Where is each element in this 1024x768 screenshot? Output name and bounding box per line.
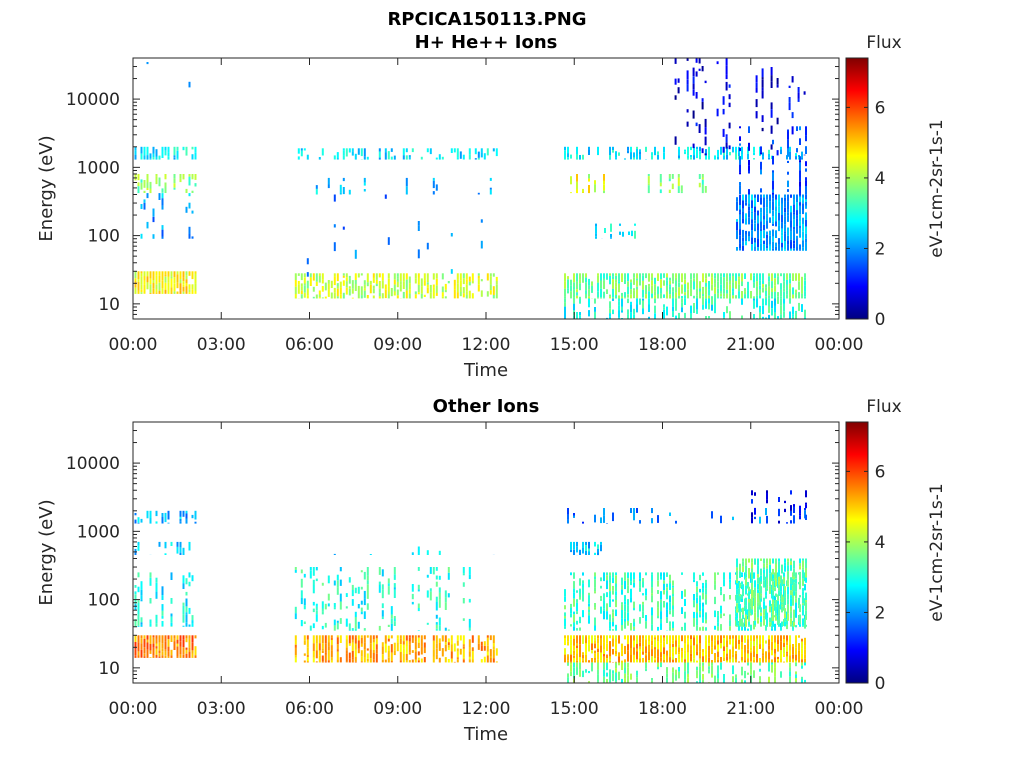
- flux-band: [315, 177, 492, 195]
- spectrogram-data: [134, 490, 807, 683]
- x-tick-label: 12:00: [462, 699, 511, 719]
- panel-title: H+ He++ Ions: [415, 32, 558, 53]
- flux-band: [146, 62, 191, 88]
- flux-band: [674, 58, 806, 156]
- x-tick-label: 15:00: [550, 335, 599, 355]
- flux-band: [736, 558, 807, 627]
- flux-band: [564, 635, 806, 663]
- colorbar-tick-label: 0: [875, 674, 886, 694]
- colorbar-tick-label: 6: [875, 98, 886, 118]
- panel-1: H+ He++ Ions 00:00 03:00 06:00 09:00 12:00 15:…: [36, 32, 947, 381]
- flux-band: [294, 273, 498, 299]
- y-tick-label: 10: [98, 295, 120, 315]
- colorbar-tick-label: 2: [875, 603, 886, 623]
- x-tick-label: 21:00: [726, 335, 775, 355]
- flux-band: [739, 126, 807, 195]
- x-tick-label: 00:00: [815, 335, 864, 355]
- flux-band: [564, 298, 806, 319]
- flux-band: [294, 635, 498, 663]
- flux-band: [647, 174, 707, 194]
- x-tick-label: 21:00: [726, 699, 775, 719]
- y-tick-label: 100: [88, 227, 120, 247]
- flux-band: [736, 194, 807, 251]
- colorbar-tick-label: 2: [875, 239, 886, 259]
- colorbar-tick-label: 4: [875, 533, 886, 553]
- x-tick-label: 06:00: [285, 335, 334, 355]
- flux-band: [134, 541, 191, 555]
- x-tick-label: 00:00: [109, 335, 158, 355]
- x-tick-label: 03:00: [197, 335, 246, 355]
- flux-band: [570, 174, 605, 194]
- y-tick-label: 10000: [66, 90, 120, 110]
- colorbar-label: eV-1cm-2sr-1s-1: [927, 483, 947, 621]
- colorbar: 0 2 4 6 Flux eV-1cm-2sr-1s-1: [845, 33, 947, 330]
- x-tick-label: 00:00: [815, 699, 864, 719]
- panel-2: Other Ions 00:00 03:00 06:00 09:00 12:00 15:00…: [36, 396, 947, 745]
- colorbar-tick-label: 4: [875, 169, 886, 189]
- flux-band: [570, 541, 602, 556]
- flux-band: [134, 635, 197, 658]
- flux-band: [306, 194, 483, 277]
- y-axis-label: Energy (eV): [36, 499, 57, 605]
- colorbar: 0 2 4 6 Flux eV-1cm-2sr-1s-1: [845, 397, 947, 694]
- flux-band: [134, 146, 197, 160]
- flux-band: [294, 567, 471, 631]
- colorbar-title: Flux: [866, 397, 901, 417]
- y-tick-label: 10: [98, 659, 120, 679]
- flux-band: [567, 508, 806, 524]
- flux-band: [140, 193, 194, 239]
- spectrogram-data: [134, 58, 807, 319]
- flux-band: [134, 174, 197, 194]
- flux-band: [134, 510, 197, 524]
- colorbar-scale: [845, 421, 869, 684]
- x-tick-label: 15:00: [550, 699, 599, 719]
- flux-band: [595, 223, 636, 239]
- colorbar-scale: [845, 57, 869, 320]
- flux-band: [567, 662, 806, 683]
- flux-band: [564, 273, 806, 299]
- figure-title: RPCICA150113.PNG: [387, 9, 586, 30]
- y-tick-label: 1000: [77, 158, 120, 178]
- colorbar-label: eV-1cm-2sr-1s-1: [927, 119, 947, 257]
- x-tick-label: 06:00: [285, 699, 334, 719]
- y-tick-label: 10000: [66, 454, 120, 474]
- x-axis-label: Time: [463, 724, 508, 745]
- x-tick-label: 18:00: [638, 699, 687, 719]
- flux-band: [564, 146, 803, 160]
- x-tick-label: 09:00: [373, 335, 422, 355]
- x-tick-label: 12:00: [462, 335, 511, 355]
- flux-band: [134, 572, 194, 627]
- x-tick-label: 18:00: [638, 335, 687, 355]
- colorbar-tick-label: 0: [875, 310, 886, 330]
- flux-band: [134, 271, 197, 294]
- y-tick-label: 1000: [77, 522, 120, 542]
- colorbar-tick-label: 6: [875, 462, 886, 482]
- x-axis-label: Time: [463, 360, 508, 381]
- x-tick-label: 09:00: [373, 699, 422, 719]
- panel-title: Other Ions: [433, 396, 540, 417]
- flux-band: [297, 148, 498, 160]
- y-tick-label: 100: [88, 591, 120, 611]
- x-tick-label: 03:00: [197, 699, 246, 719]
- colorbar-title: Flux: [866, 33, 901, 53]
- flux-band: [333, 546, 495, 555]
- y-axis-label: Energy (eV): [36, 135, 57, 241]
- x-tick-label: 00:00: [109, 699, 158, 719]
- flux-band: [751, 490, 807, 524]
